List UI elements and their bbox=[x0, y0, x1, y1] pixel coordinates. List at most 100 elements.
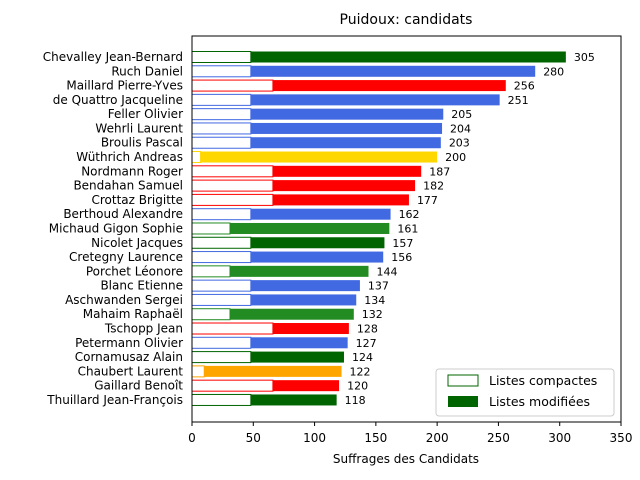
category-label: Petermann Olivier bbox=[75, 336, 183, 350]
category-label: Cornamusaz Alain bbox=[75, 350, 183, 364]
bar-modifiees bbox=[204, 365, 342, 377]
category-label: de Quattro Jacqueline bbox=[53, 93, 183, 107]
bar-modifiees bbox=[250, 65, 536, 77]
bar-modifiees bbox=[272, 165, 422, 177]
category-label: Chaubert Laurent bbox=[78, 364, 184, 378]
value-label: 122 bbox=[350, 365, 371, 378]
bar-modifiees bbox=[250, 122, 443, 134]
bar-compactes bbox=[191, 151, 202, 164]
bar-compactes bbox=[191, 351, 252, 364]
category-label: Michaud Gigon Sophie bbox=[49, 221, 183, 235]
category-label: Nordmann Roger bbox=[81, 164, 183, 178]
category-label: Bendahan Samuel bbox=[73, 179, 183, 193]
category-label: Porchet Léonore bbox=[86, 264, 183, 278]
category-label: Cretegny Laurence bbox=[69, 250, 183, 264]
value-label: 132 bbox=[362, 308, 383, 321]
bar-modifiees bbox=[250, 237, 385, 249]
value-label: 256 bbox=[514, 80, 535, 93]
category-label: Thuillard Jean-François bbox=[46, 393, 183, 407]
legend-box bbox=[435, 368, 615, 417]
bar-modifiees bbox=[272, 380, 340, 392]
x-tick-label: 350 bbox=[610, 431, 633, 445]
bar-modifiees bbox=[229, 222, 390, 234]
bar-modifiees bbox=[250, 51, 566, 63]
bar-compactes bbox=[191, 79, 274, 92]
category-label: Wehrli Laurent bbox=[95, 121, 183, 135]
bar-compactes bbox=[191, 265, 231, 278]
x-tick-label: 100 bbox=[303, 431, 326, 445]
bar-modifiees bbox=[229, 265, 369, 277]
value-label: 128 bbox=[357, 323, 378, 336]
bar-modifiees bbox=[272, 180, 416, 192]
bar-modifiees bbox=[250, 137, 441, 149]
value-label: 204 bbox=[450, 122, 471, 135]
bar-modifiees bbox=[272, 80, 506, 92]
value-label: 120 bbox=[347, 380, 368, 393]
bar-compactes bbox=[191, 65, 252, 78]
bar-compactes bbox=[191, 251, 252, 264]
legend: Listes compactes Listes modifiées bbox=[435, 368, 615, 417]
value-label: 280 bbox=[543, 65, 564, 78]
value-label: 118 bbox=[345, 394, 366, 407]
value-label: 157 bbox=[392, 237, 413, 250]
bar-compactes bbox=[191, 336, 252, 349]
bar-compactes bbox=[191, 379, 274, 392]
bar-compactes bbox=[191, 236, 252, 249]
bar-compactes bbox=[191, 308, 231, 321]
category-label: Blanc Etienne bbox=[100, 279, 183, 293]
value-label: 187 bbox=[429, 165, 450, 178]
bar-modifiees bbox=[250, 108, 444, 120]
value-label: 203 bbox=[449, 137, 470, 150]
x-axis-title: Suffrages des Candidats bbox=[333, 452, 479, 466]
x-tick-label: 250 bbox=[487, 431, 510, 445]
bar-compactes bbox=[191, 122, 252, 135]
bar-compactes bbox=[191, 222, 231, 235]
value-label: 161 bbox=[397, 222, 418, 235]
x-tick-label: 150 bbox=[364, 431, 387, 445]
bar-modifiees bbox=[250, 280, 360, 292]
bar-compactes bbox=[191, 293, 252, 306]
bar-compactes bbox=[191, 365, 205, 378]
x-tick-label: 200 bbox=[426, 431, 449, 445]
value-label: 127 bbox=[356, 337, 377, 350]
bar-compactes bbox=[191, 208, 252, 221]
bar-modifiees bbox=[200, 151, 438, 163]
category-label: Nicolet Jacques bbox=[91, 236, 183, 250]
bar-compactes bbox=[191, 393, 252, 406]
category-label: Broulis Pascal bbox=[101, 136, 183, 150]
value-label: 144 bbox=[377, 265, 398, 278]
value-label: 200 bbox=[445, 151, 466, 164]
value-label: 124 bbox=[352, 351, 373, 364]
x-tick-label: 0 bbox=[188, 431, 196, 445]
category-label: Gaillard Benoît bbox=[94, 379, 183, 393]
bar-compactes bbox=[191, 108, 252, 121]
bar-modifiees bbox=[272, 323, 349, 335]
value-label: 162 bbox=[399, 208, 420, 221]
bar-compactes bbox=[191, 322, 274, 335]
bar-modifiees bbox=[250, 394, 337, 406]
value-label: 182 bbox=[423, 180, 444, 193]
x-tick-label: 50 bbox=[246, 431, 261, 445]
value-label: 134 bbox=[364, 294, 385, 307]
value-label: 177 bbox=[417, 194, 438, 207]
bar-modifiees bbox=[250, 294, 357, 306]
category-label: Berthoud Alexandre bbox=[63, 207, 183, 221]
bar-compactes bbox=[191, 179, 274, 192]
bar-modifiees bbox=[250, 337, 348, 349]
bar-compactes bbox=[191, 93, 252, 106]
bar-modifiees bbox=[250, 351, 344, 363]
x-tick-label: 300 bbox=[548, 431, 571, 445]
category-label: Crottaz Brigitte bbox=[91, 193, 183, 207]
bar-modifiees bbox=[229, 308, 354, 320]
category-label: Feller Olivier bbox=[108, 107, 183, 121]
bar-compactes bbox=[191, 165, 274, 178]
legend-label-modifiees: Listes modifiées bbox=[489, 394, 590, 409]
category-label: Aschwanden Sergei bbox=[65, 293, 183, 307]
bar-compactes bbox=[191, 193, 274, 206]
plot-frame bbox=[191, 35, 622, 423]
value-label: 137 bbox=[368, 280, 389, 293]
category-label: Maillard Pierre-Yves bbox=[66, 79, 183, 93]
